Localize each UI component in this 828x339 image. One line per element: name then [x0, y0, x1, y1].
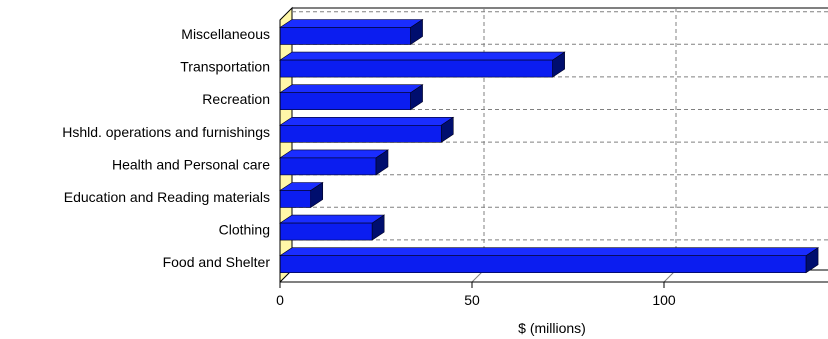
- chart-back-wall: [279, 6, 828, 284]
- bar-side-face-7: [805, 247, 819, 274]
- bar-front-face-6: [279, 222, 373, 241]
- bar-top-face-0: [279, 19, 424, 28]
- bar-side-face-1: [552, 51, 565, 78]
- bar-side-face-4: [375, 149, 389, 176]
- chart-gridlines: [292, 8, 828, 283]
- category-labels: Miscellaneous Transportation Recreation Hsh…: [62, 26, 270, 270]
- bar-front-face-7: [279, 255, 807, 273]
- bar-top-face-2: [279, 84, 424, 93]
- bar-top-face-7: [279, 247, 820, 256]
- x-tick-label-100: 100: [652, 292, 676, 308]
- category-label-1: Transportation: [180, 59, 270, 75]
- bar-side-face-6: [371, 214, 385, 241]
- x-tick-label-50: 50: [464, 292, 480, 308]
- bar-side-face-3: [440, 116, 454, 143]
- bar-front-face-2: [279, 92, 411, 110]
- bar-top-face-3: [279, 117, 455, 126]
- bar-front-face-1: [279, 59, 553, 78]
- category-label-4: Health and Personal care: [112, 156, 270, 172]
- bar-front-face-4: [279, 157, 377, 176]
- x-axis-title: $ (millions): [518, 320, 586, 336]
- bar-top-face-1: [279, 51, 566, 61]
- bar-6: [279, 214, 386, 241]
- bar-0: [279, 18, 424, 46]
- bar-top-face-4: [279, 149, 389, 159]
- category-label-3: Hshld. operations and furnishings: [62, 124, 270, 140]
- bar-5: [279, 181, 324, 209]
- bar-2: [279, 84, 424, 111]
- x-axis: 0 50 100: [276, 20, 828, 308]
- bar-4: [279, 149, 389, 176]
- bar-side-face-0: [410, 18, 423, 46]
- category-label-2: Recreation: [202, 91, 270, 107]
- bar-1: [279, 51, 566, 78]
- category-label-5: Education and Reading materials: [64, 189, 270, 205]
- category-label-7: Food and Shelter: [163, 254, 271, 270]
- category-label-6: Clothing: [219, 222, 270, 238]
- bar-7: [279, 247, 820, 274]
- bar-3: [279, 116, 455, 143]
- bar-front-face-3: [279, 125, 442, 143]
- bar-front-face-5: [279, 190, 312, 208]
- left-wall: [279, 6, 293, 284]
- bar-side-face-2: [410, 84, 423, 111]
- chart-bars: [279, 18, 820, 274]
- category-label-0: Miscellaneous: [181, 26, 270, 42]
- bar-side-face-5: [310, 181, 324, 209]
- bar-front-face-0: [279, 27, 411, 45]
- x-tick-label-0: 0: [276, 292, 284, 308]
- bar-top-face-6: [279, 214, 386, 224]
